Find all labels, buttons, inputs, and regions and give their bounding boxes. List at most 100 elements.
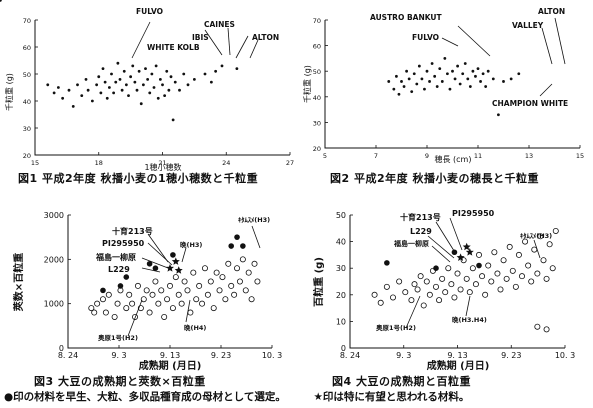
- fig2-ytick-label: 50: [313, 68, 321, 76]
- fig3-xtick-label: 9. 13: [160, 351, 180, 360]
- data-point-open: [396, 278, 403, 285]
- footnote: ●印の材料を早生、大粒、多収品種育成の母材として選定。 ★印は特に有望と思われる…: [4, 389, 469, 404]
- fig2-xtick-label: 15: [576, 152, 584, 160]
- data-point-starred: [166, 264, 174, 272]
- fig2-label-champion-white: CHAMPION WHITE: [492, 99, 568, 108]
- fig4-point-labels: 十育213号 PI295950 L229 福島一柳原 ｷﾀﾑｽﾒ(H3) 奥原1…: [375, 209, 552, 332]
- data-point: [76, 83, 79, 87]
- data-point-open: [482, 291, 489, 298]
- data-point-open: [402, 289, 409, 296]
- fig1-ytick-label: 60: [23, 44, 31, 52]
- fig4-ytick-label: 30: [336, 264, 346, 273]
- data-point-open: [111, 313, 118, 320]
- data-point: [415, 82, 419, 86]
- data-point-open: [134, 282, 141, 289]
- data-point: [158, 78, 162, 81]
- fig4-leaders: [405, 217, 541, 329]
- data-point-open: [91, 309, 98, 316]
- fig3-xtick-label: 9. 3: [111, 351, 126, 360]
- fig2-ticks: 5 7 9 11 13 15 20 30 40 50 60 70: [313, 17, 584, 160]
- data-point-open: [472, 281, 479, 288]
- data-point: [430, 62, 434, 65]
- data-point: [468, 85, 472, 88]
- data-point-open: [242, 287, 249, 294]
- data-point-open: [534, 323, 541, 330]
- data-point-open: [94, 300, 101, 307]
- data-point-open: [248, 296, 255, 303]
- fig4-annot-0: 十育213号: [400, 212, 441, 222]
- data-point-open: [528, 278, 535, 285]
- data-point-selected: [123, 274, 130, 280]
- fig2-leaders: [441, 17, 566, 97]
- data-point-starred: [465, 248, 474, 256]
- data-point-open: [228, 282, 235, 289]
- fig3-annot-5: 晩(H3): [180, 240, 202, 249]
- data-point-open: [436, 297, 443, 304]
- data-point-open: [196, 282, 203, 289]
- data-point-open: [423, 278, 430, 285]
- data-point-open: [420, 302, 427, 309]
- data-point: [446, 72, 449, 76]
- data-point-open: [454, 270, 461, 277]
- fig3-xtick-label: 9. 23: [211, 351, 231, 360]
- data-point: [405, 69, 408, 73]
- data-point-open: [377, 299, 384, 306]
- data-point: [484, 85, 488, 88]
- labeled-data-point: [0, 0, 2, 2]
- data-point-open: [201, 265, 208, 272]
- fig3-xtick-label: 8. 24: [58, 351, 78, 360]
- data-point: [105, 96, 109, 100]
- fig1-xtick-label: 15: [31, 159, 39, 167]
- data-point-open: [143, 287, 150, 294]
- data-point: [214, 69, 218, 73]
- data-point: [110, 72, 113, 76]
- data-point: [163, 94, 167, 97]
- data-point-open: [515, 251, 522, 258]
- fig2-ytick-label: 70: [313, 17, 321, 25]
- data-point: [52, 91, 56, 95]
- fig1-ylabel: 千粒重 (g): [4, 73, 14, 111]
- data-point-open: [190, 269, 197, 276]
- data-point: [146, 78, 150, 81]
- data-point-open: [187, 309, 194, 316]
- fig4-xlabel: 成熟期 (月日): [427, 359, 490, 372]
- data-point: [137, 69, 141, 73]
- fig3-point-labels: 十育213号 PI295950 福島一柳原 L229 ｷﾀﾑｽﾒ(H3) 晩(H…: [95, 215, 270, 342]
- fig3-points: [88, 234, 261, 320]
- data-point-open: [439, 275, 446, 282]
- data-point: [118, 78, 122, 81]
- data-point-open: [531, 246, 538, 253]
- data-point-open: [469, 265, 476, 272]
- data-point: [458, 82, 462, 86]
- fig3-xlabel: 成熟期 (月日): [139, 359, 202, 372]
- data-point-open: [216, 287, 223, 294]
- data-point: [178, 88, 181, 92]
- data-point-open: [234, 265, 241, 272]
- data-point: [502, 80, 505, 83]
- data-point-open: [414, 286, 421, 293]
- data-point-open: [417, 273, 424, 280]
- data-point: [471, 69, 475, 73]
- fig4-xtick-label: 9. 13: [447, 351, 467, 360]
- data-point-open: [222, 296, 229, 303]
- data-point: [397, 92, 401, 96]
- data-point-open: [500, 257, 507, 264]
- data-point-selected: [234, 234, 240, 240]
- data-point-open: [475, 251, 482, 258]
- data-point-open: [251, 260, 258, 267]
- data-point-open: [181, 278, 188, 285]
- data-point-selected: [100, 287, 106, 294]
- fig3-annot-6: 奥原1号(H2): [97, 333, 138, 342]
- fig4-annot-1: PI295950: [452, 209, 495, 218]
- data-point: [124, 83, 128, 87]
- data-point: [86, 88, 90, 92]
- data-point: [209, 80, 213, 84]
- data-point: [220, 64, 224, 68]
- data-point-open: [102, 309, 109, 316]
- fig3-ytick-label: 0: [59, 344, 64, 353]
- fig1-xtick-label: 24: [222, 159, 230, 167]
- fig2-points: [0, 0, 521, 117]
- data-point: [461, 72, 465, 76]
- fig2-xtick-label: 13: [525, 152, 533, 160]
